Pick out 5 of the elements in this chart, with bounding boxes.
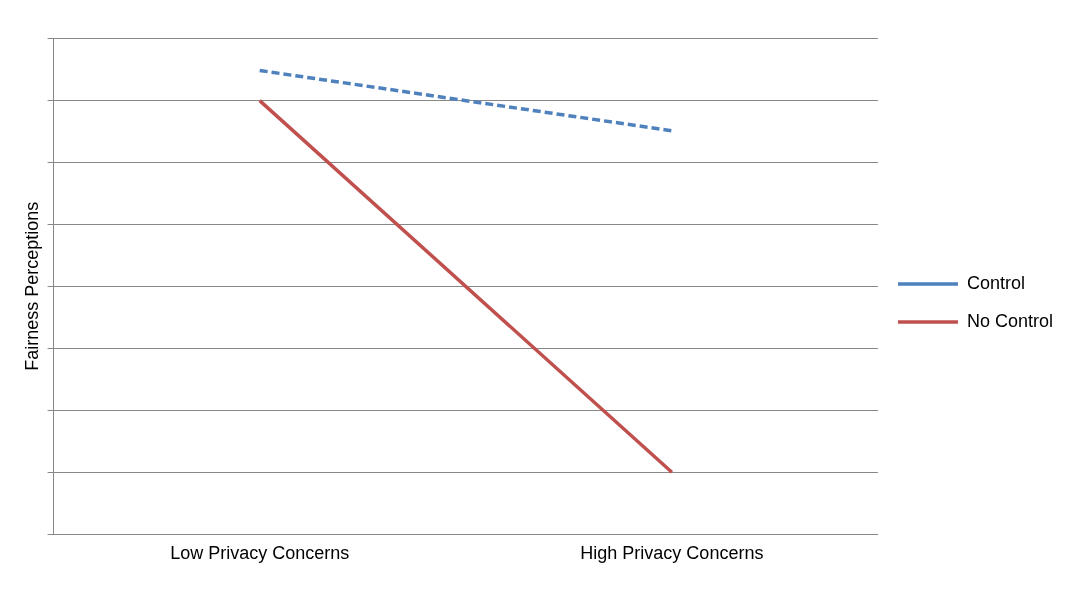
- x-tick-label: Low Privacy Concerns: [170, 543, 350, 564]
- legend-label: No Control: [966, 310, 1054, 331]
- legend-label: Control: [966, 272, 1025, 293]
- y-axis-title: Fairness Perceptions: [21, 201, 42, 371]
- x-tick-label: High Privacy Concerns: [580, 543, 764, 564]
